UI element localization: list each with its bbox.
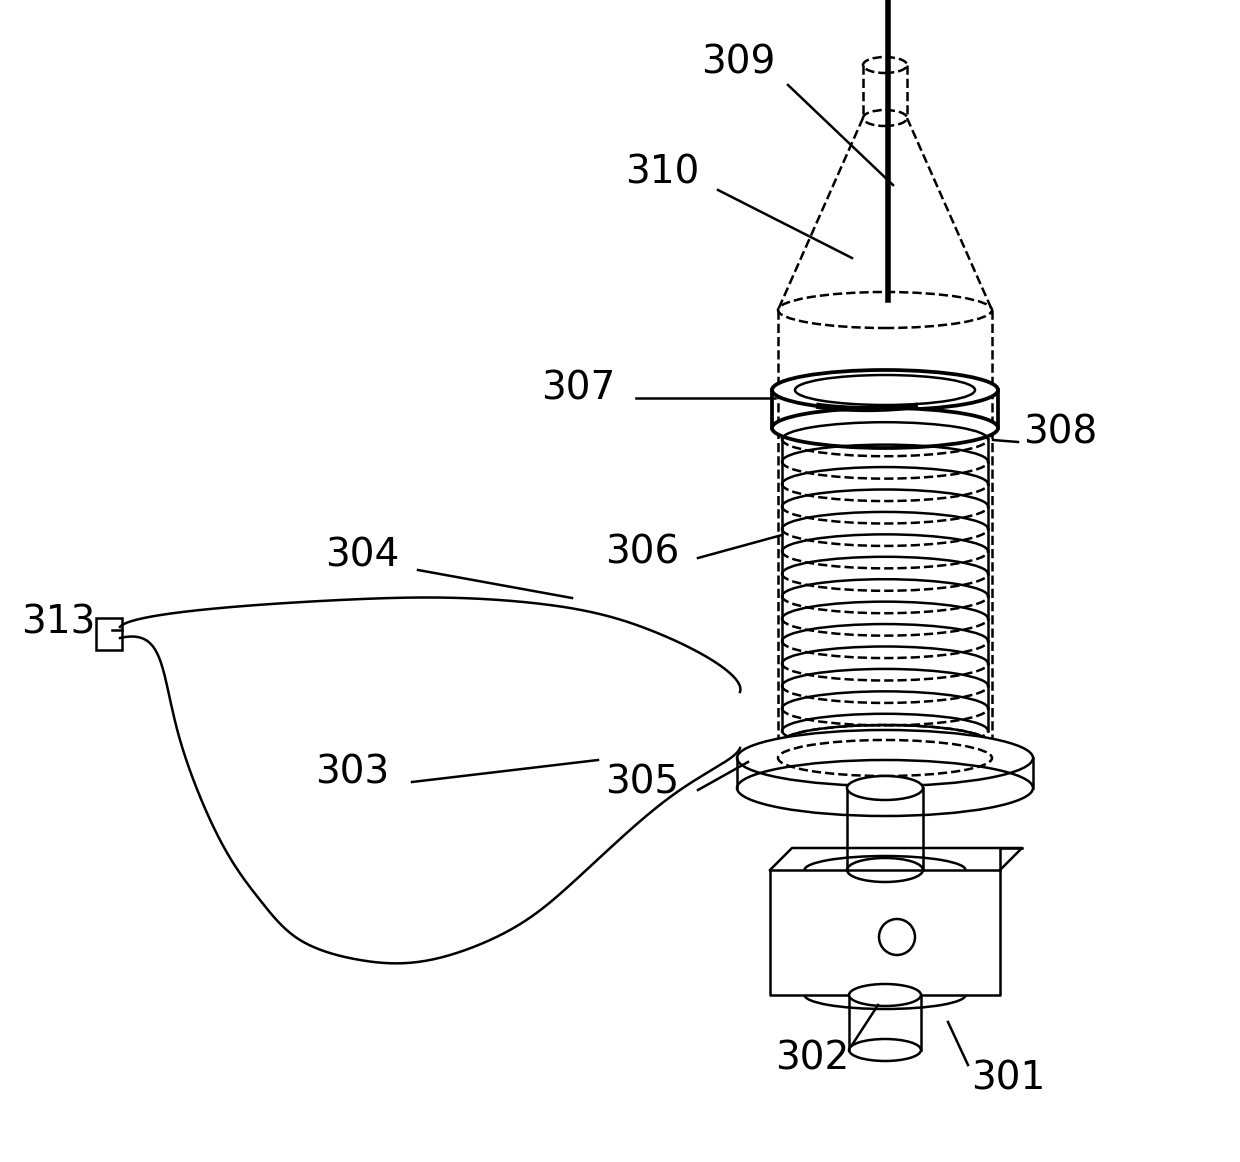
Text: 308: 308 [1023,413,1097,451]
Ellipse shape [849,984,921,1006]
Bar [95,618,122,650]
Ellipse shape [773,370,998,410]
Text: 303: 303 [315,753,389,791]
Ellipse shape [737,730,1033,786]
Ellipse shape [847,776,923,799]
Ellipse shape [773,408,998,449]
Text: 304: 304 [325,536,399,574]
Text: 305: 305 [605,763,680,801]
Text: 301: 301 [971,1059,1045,1097]
Text: 313: 313 [21,603,95,641]
Text: 302: 302 [775,1039,849,1077]
Text: 306: 306 [605,533,680,571]
Text: 310: 310 [625,153,699,191]
Text: 309: 309 [701,43,775,81]
Text: 307: 307 [541,370,615,407]
